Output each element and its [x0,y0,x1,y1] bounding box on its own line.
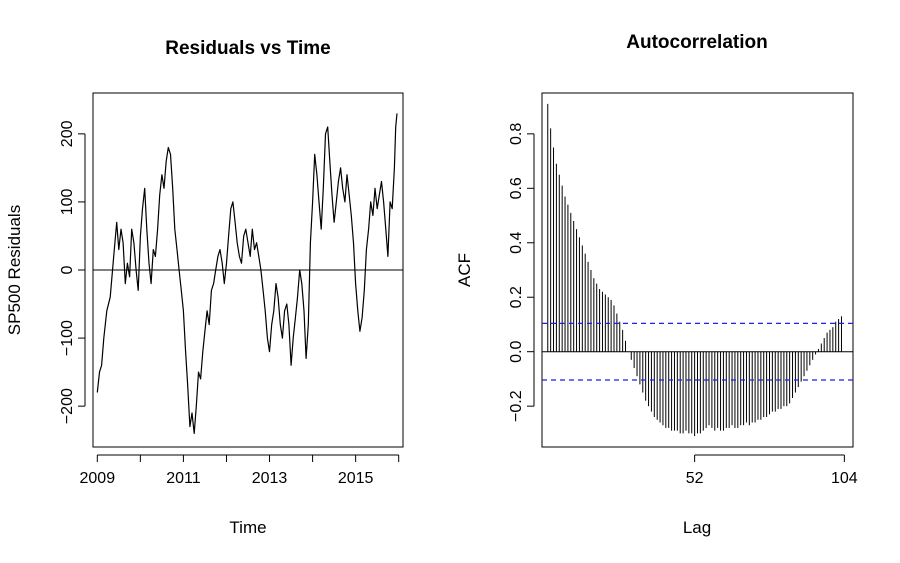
acf-chart-title: Autocorrelation [626,32,767,53]
acf-plot-frame [541,92,854,448]
residuals-x-label: Time [229,518,266,537]
acf-y-tick-label: 0.8 [508,123,525,145]
acf-y-tick-label: 0.2 [508,286,525,308]
acf-y-tick-label: 0.4 [508,232,525,254]
residuals-x-tick-label: 2013 [252,470,288,487]
acf-y-label: ACF [455,253,474,287]
residuals-x-tick-label: 2011 [166,470,201,487]
acf-x-tick-label: 104 [831,470,858,487]
residuals-chart-title: Residuals vs Time [165,38,330,59]
residuals-y-tick-label: 100 [59,188,76,215]
acf-y-tick-label: −0.2 [508,390,525,422]
residuals-x-tick-label: 2009 [80,470,116,487]
residuals-y-tick-label: 200 [59,120,76,147]
acf-x-label: Lag [683,518,711,537]
acf-bars [547,103,842,437]
residuals-vs-time-panel: Residuals vs Time 2009 2011 2013 2015 −200−… [5,38,404,537]
acf-x-axis: 52 104 [686,454,858,487]
acf-x-tick-label: 52 [686,470,704,487]
residuals-series-line [96,113,398,434]
residuals-x-tick-label: 2015 [338,470,374,487]
acf-y-tick-label: 0.6 [508,177,525,199]
residuals-y-label: SP500 Residuals [5,205,24,335]
residuals-y-tick-label: 0 [59,265,76,274]
acf-y-axis: −0.2 0.0 0.2 0.4 0.6 0.8 [508,123,535,422]
residuals-y-tick-label: −200 [59,388,76,424]
residuals-y-axis: −200 −100 0 100 200 [59,120,86,424]
residuals-y-tick-label: −100 [59,320,76,356]
residuals-x-axis: 2009 2011 2013 2015 [80,454,400,487]
acf-y-tick-label: 0.0 [508,340,525,362]
autocorrelation-panel: Autocorrelation 52 104 −0.2 0.0 0.2 0.4 0.6 0.… [455,32,858,537]
